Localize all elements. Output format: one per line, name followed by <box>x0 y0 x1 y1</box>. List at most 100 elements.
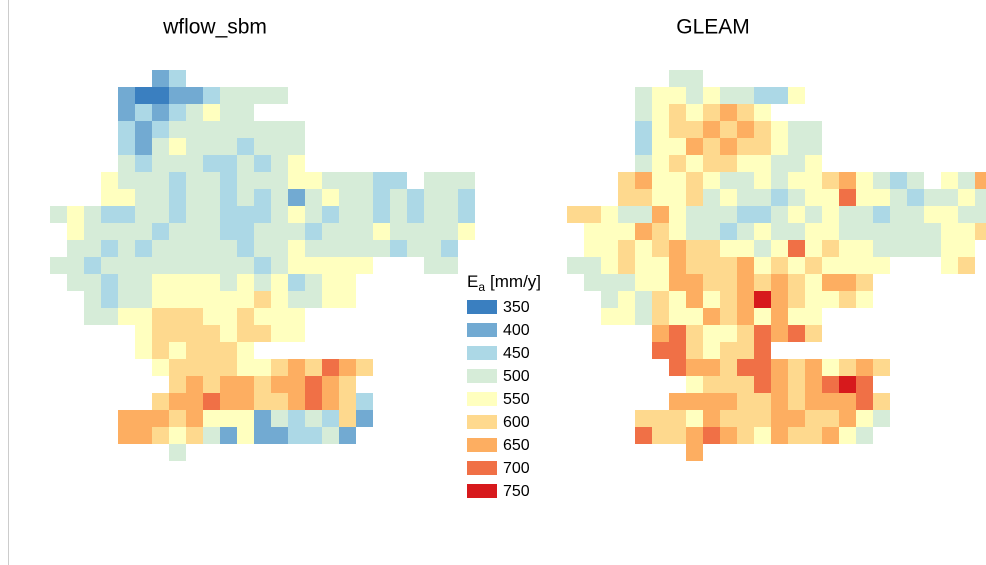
grid-cell <box>152 393 169 410</box>
grid-cell <box>322 410 339 427</box>
grid-cell <box>873 223 890 240</box>
grid-cell <box>356 240 373 257</box>
grid-cell <box>754 342 771 359</box>
grid-cell <box>754 376 771 393</box>
grid-cell <box>271 393 288 410</box>
grid-cell <box>271 427 288 444</box>
grid-cell <box>737 291 754 308</box>
grid-cell <box>407 189 424 206</box>
grid-cell <box>822 393 839 410</box>
grid-cell <box>771 274 788 291</box>
legend-label: 400 <box>503 322 530 339</box>
grid-cell <box>720 138 737 155</box>
grid-cell <box>703 376 720 393</box>
grid-cell <box>686 87 703 104</box>
grid-cell <box>720 325 737 342</box>
grid-cell <box>652 342 669 359</box>
grid-cell <box>424 206 441 223</box>
grid-cell <box>322 359 339 376</box>
grid-cell <box>254 410 271 427</box>
grid-cell <box>271 223 288 240</box>
grid-cell <box>237 257 254 274</box>
grid-cell <box>169 70 186 87</box>
legend-swatch <box>467 415 497 429</box>
grid-cell <box>203 308 220 325</box>
grid-cell <box>754 189 771 206</box>
grid-cell <box>652 325 669 342</box>
grid-cell <box>907 240 924 257</box>
grid-cell <box>152 257 169 274</box>
grid-cell <box>584 257 601 274</box>
grid-cell <box>203 376 220 393</box>
grid-cell <box>839 376 856 393</box>
grid-cell <box>254 206 271 223</box>
grid-cell <box>237 291 254 308</box>
grid-cell <box>135 172 152 189</box>
grid-cell <box>737 359 754 376</box>
grid-cell <box>237 274 254 291</box>
grid-cell <box>84 257 101 274</box>
grid-cell <box>271 240 288 257</box>
grid-cell <box>322 376 339 393</box>
grid-cell <box>805 308 822 325</box>
grid-cell <box>305 257 322 274</box>
grid-cell <box>322 274 339 291</box>
grid-cell <box>322 291 339 308</box>
grid-cell <box>152 427 169 444</box>
grid-cell <box>822 189 839 206</box>
grid-cell <box>424 240 441 257</box>
grid-cell <box>84 240 101 257</box>
grid-cell <box>288 155 305 172</box>
grid-cell <box>788 291 805 308</box>
grid-cell <box>390 240 407 257</box>
grid-cell <box>669 308 686 325</box>
grid-cell <box>339 172 356 189</box>
grid-cell <box>169 206 186 223</box>
grid-cell <box>203 274 220 291</box>
grid-cell <box>924 206 941 223</box>
grid-cell <box>373 189 390 206</box>
grid-cell <box>669 359 686 376</box>
grid-cell <box>686 427 703 444</box>
grid-cell <box>907 206 924 223</box>
grid-cell <box>186 172 203 189</box>
grid-cell <box>152 155 169 172</box>
grid-cell <box>305 172 322 189</box>
grid-cell <box>754 155 771 172</box>
map-title: wflow_sbm <box>162 16 267 39</box>
grid-cell <box>601 240 618 257</box>
grid-cell <box>441 189 458 206</box>
grid-cell <box>686 257 703 274</box>
grid-cell <box>322 189 339 206</box>
grid-cell <box>788 138 805 155</box>
grid-cell <box>754 325 771 342</box>
grid-cell <box>101 274 118 291</box>
grid-cell <box>84 206 101 223</box>
grid-cell <box>652 410 669 427</box>
grid-cell <box>339 376 356 393</box>
grid-cell <box>771 223 788 240</box>
grid-cell <box>339 291 356 308</box>
grid-cell <box>686 291 703 308</box>
grid-cell <box>118 104 135 121</box>
grid-cell <box>271 308 288 325</box>
grid-cell <box>805 291 822 308</box>
grid-cell <box>322 240 339 257</box>
grid-cell <box>288 274 305 291</box>
grid-cell <box>788 189 805 206</box>
grid-cell <box>186 240 203 257</box>
grid-cell <box>288 138 305 155</box>
grid-cell <box>152 189 169 206</box>
grid-cell <box>635 240 652 257</box>
grid-cell <box>356 410 373 427</box>
grid-cell <box>424 172 441 189</box>
grid-cell <box>652 257 669 274</box>
grid-cell <box>720 206 737 223</box>
grid-cell <box>669 104 686 121</box>
grid-cell <box>441 206 458 223</box>
grid-cell <box>720 393 737 410</box>
grid-cell <box>788 274 805 291</box>
grid-cell <box>186 359 203 376</box>
grid-cell <box>975 223 986 240</box>
grid-cell <box>118 172 135 189</box>
